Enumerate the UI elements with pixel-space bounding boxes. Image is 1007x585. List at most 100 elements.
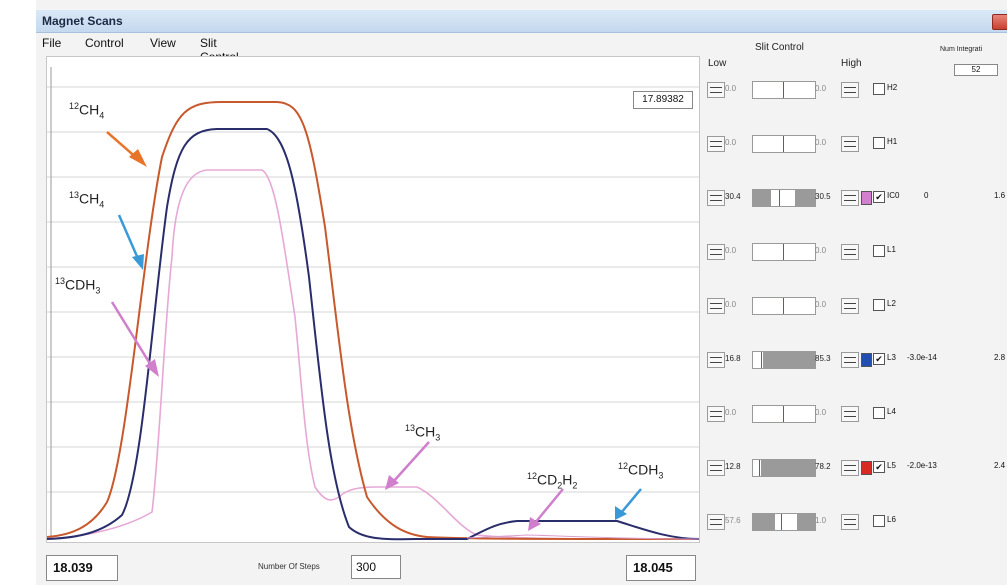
- slit-slider[interactable]: [752, 81, 816, 99]
- slit-control-title: Slit Control: [755, 42, 804, 53]
- enable-checkbox[interactable]: ✔: [873, 191, 885, 203]
- high-value[interactable]: 0.0: [815, 82, 841, 96]
- enable-checkbox[interactable]: [873, 245, 885, 257]
- high-spin-button[interactable]: [841, 514, 859, 530]
- high-value[interactable]: 0.0: [815, 136, 841, 150]
- trace-orange: [47, 102, 699, 539]
- slit-control-panel: Slit Control Low High Num Integrati 52 0…: [706, 38, 1006, 558]
- high-value[interactable]: 0.0: [815, 406, 841, 420]
- enable-checkbox[interactable]: [873, 83, 885, 95]
- high-spin-button[interactable]: [841, 244, 859, 260]
- color-swatch: [861, 191, 872, 205]
- slit-row-l3: 16.8 85.3 ✔ L3 -3.0e-14 2.8: [706, 350, 1006, 370]
- row-value-1: 0: [924, 191, 928, 200]
- low-spin-button[interactable]: [707, 514, 725, 530]
- row-label: L1: [887, 245, 896, 254]
- enable-checkbox[interactable]: [873, 515, 885, 527]
- readout-value-box: 17.89382: [633, 91, 693, 109]
- enable-checkbox[interactable]: [873, 407, 885, 419]
- close-button[interactable]: [992, 14, 1007, 30]
- slit-slider[interactable]: [752, 297, 816, 315]
- low-value[interactable]: 0.0: [725, 298, 751, 312]
- low-spin-button[interactable]: [707, 298, 725, 314]
- low-spin-button[interactable]: [707, 406, 725, 422]
- high-spin-button[interactable]: [841, 190, 859, 206]
- menu-file[interactable]: File: [42, 36, 61, 50]
- num-integration-label: Num Integrati: [940, 46, 982, 53]
- low-value[interactable]: 12.8: [725, 460, 751, 474]
- scan-plot: 17.89382 12CH4 13CH4 13CDH3 13CH3 12CD2H…: [46, 56, 700, 543]
- enable-checkbox[interactable]: [873, 137, 885, 149]
- high-spin-button[interactable]: [841, 82, 859, 98]
- color-swatch: [861, 461, 872, 475]
- low-value[interactable]: 0.0: [725, 406, 751, 420]
- low-value[interactable]: 0.0: [725, 82, 751, 96]
- plot-canvas: [47, 57, 699, 542]
- row-label: IC0: [887, 191, 899, 200]
- slit-row-h1: 0.0 0.0 H1: [706, 134, 1006, 154]
- row-value-2: 2.8: [994, 353, 1005, 362]
- low-value[interactable]: 30.4: [725, 190, 751, 204]
- menu-view[interactable]: View: [150, 36, 176, 50]
- slit-slider[interactable]: [752, 513, 816, 531]
- title-bar: Magnet Scans: [36, 10, 1007, 33]
- steps-label: Number Of Steps: [258, 562, 320, 571]
- row-value-1: -2.0e-13: [907, 461, 937, 470]
- high-spin-button[interactable]: [841, 352, 859, 368]
- enable-checkbox[interactable]: [873, 299, 885, 311]
- high-spin-button[interactable]: [841, 460, 859, 476]
- low-value[interactable]: 16.8: [725, 352, 751, 366]
- high-spin-button[interactable]: [841, 298, 859, 314]
- slit-slider[interactable]: [752, 459, 816, 477]
- slit-slider[interactable]: [752, 405, 816, 423]
- slit-slider[interactable]: [752, 135, 816, 153]
- slit-row-l6: 57.6 1.0 L6: [706, 512, 1006, 532]
- row-label: H2: [887, 83, 897, 92]
- low-value[interactable]: 0.0: [725, 244, 751, 258]
- label-12cdh3: 12CDH3: [618, 461, 663, 480]
- low-spin-button[interactable]: [707, 352, 725, 368]
- label-13ch4: 13CH4: [69, 190, 104, 209]
- app-window: Magnet Scans File Control View Slit Cont…: [36, 0, 1007, 585]
- high-spin-button[interactable]: [841, 406, 859, 422]
- label-13ch3: 13CH3: [405, 423, 440, 442]
- slit-row-l5: 12.8 78.2 ✔ L5 -2.0e-13 2.4: [706, 458, 1006, 478]
- enable-checkbox[interactable]: ✔: [873, 461, 885, 473]
- enable-checkbox[interactable]: ✔: [873, 353, 885, 365]
- row-value-1: -3.0e-14: [907, 353, 937, 362]
- slit-row-h2: 0.0 0.0 H2: [706, 80, 1006, 100]
- high-value[interactable]: 30.5: [815, 190, 841, 204]
- slit-row-l2: 0.0 0.0 L2: [706, 296, 1006, 316]
- row-label: L4: [887, 407, 896, 416]
- high-value[interactable]: 0.0: [815, 244, 841, 258]
- high-value[interactable]: 0.0: [815, 298, 841, 312]
- high-spin-button[interactable]: [841, 136, 859, 152]
- row-value-2: 2.4: [994, 461, 1005, 470]
- slit-slider[interactable]: [752, 243, 816, 261]
- low-spin-button[interactable]: [707, 460, 725, 476]
- scan-start-value[interactable]: 18.039: [46, 555, 118, 581]
- steps-input[interactable]: 300: [351, 555, 401, 579]
- num-integration-input[interactable]: 52: [954, 64, 998, 76]
- menu-control[interactable]: Control: [85, 36, 124, 50]
- low-value[interactable]: 0.0: [725, 136, 751, 150]
- high-value[interactable]: 85.3: [815, 352, 841, 366]
- high-value[interactable]: 1.0: [815, 514, 841, 528]
- high-value[interactable]: 78.2: [815, 460, 841, 474]
- row-label: L6: [887, 515, 896, 524]
- trace-navy: [47, 129, 699, 539]
- high-column-label: High: [841, 58, 862, 69]
- label-13cdh3: 13CDH3: [55, 276, 100, 295]
- low-spin-button[interactable]: [707, 190, 725, 206]
- color-swatch: [861, 353, 872, 367]
- slit-slider[interactable]: [752, 189, 816, 207]
- label-12ch4: 12CH4: [69, 101, 104, 120]
- slit-slider[interactable]: [752, 351, 816, 369]
- low-spin-button[interactable]: [707, 82, 725, 98]
- scan-end-value[interactable]: 18.045: [626, 555, 696, 581]
- row-label: L5: [887, 461, 896, 470]
- low-value[interactable]: 57.6: [725, 514, 751, 528]
- low-spin-button[interactable]: [707, 244, 725, 260]
- slit-row-l4: 0.0 0.0 L4: [706, 404, 1006, 424]
- low-spin-button[interactable]: [707, 136, 725, 152]
